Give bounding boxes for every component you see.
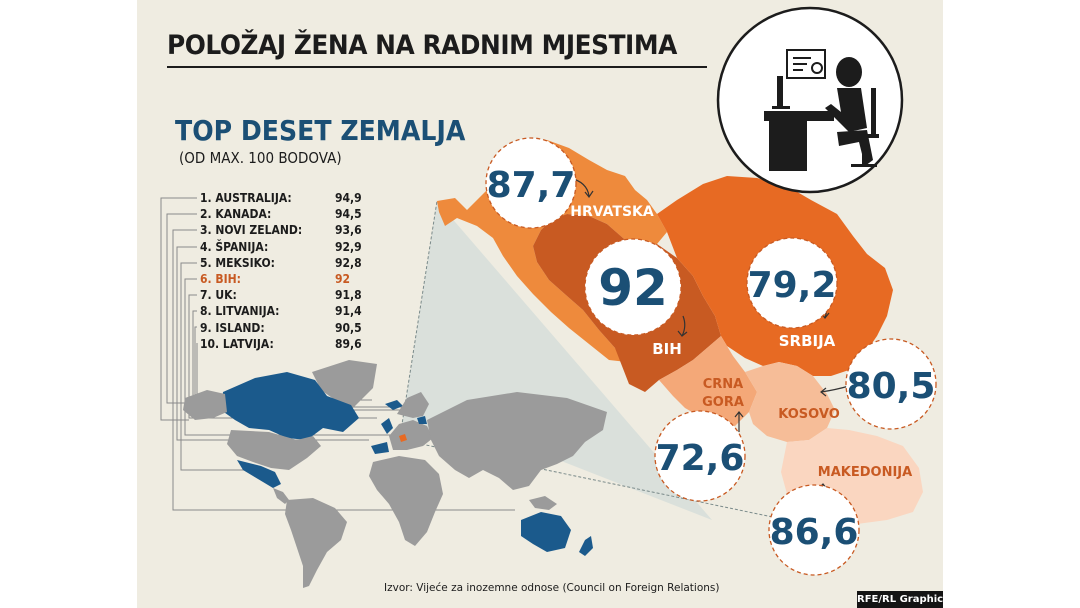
score-bubble-bih: 92 [584,238,682,336]
ranking-country: 7. UK: [200,288,237,303]
label-hrvatska: HRVATSKA [570,204,654,220]
ranking-title: TOP DESET ZEMALJA [175,114,466,147]
ranking-row-highlighted: 6. BIH: 92 [200,272,370,288]
map-indonesia [529,496,557,510]
ranking-note: (OD MAX. 100 BODOVA) [179,149,342,167]
score-crna-gora: 72,6 [656,438,745,479]
score-srbija: 79,2 [748,265,837,306]
map-bih-marker [399,434,407,442]
ranking-country: 4. ŠPANIJA: [200,239,269,254]
ranking-row: 3. NOVI ZELAND: 93,6 [200,223,370,239]
map-canada [221,372,359,440]
map-baltics [417,416,427,424]
map-australia [521,512,571,552]
score-bubble-makedonija: 86,6 [768,484,860,576]
ranking-row: 4. ŠPANIJA: 92,9 [200,240,370,256]
map-south-america [285,498,347,588]
arrowhead-hrvatska [584,190,594,199]
map-central-america [273,488,289,504]
label-crna-gora-1: CRNA [703,377,744,392]
ranking-row: 5. MEKSIKO: 92,8 [200,256,370,272]
ranking-score: 92 [335,271,351,286]
map-alaska [183,390,227,420]
ranking-score: 92,8 [335,255,362,270]
map-asia [427,392,607,490]
ranking-list: 1. AUSTRALIJA: 94,9 2. KANADA: 94,5 3. NOV… [200,191,370,353]
map-europe [389,420,433,450]
label-makedonija: MAKEDONIJA [818,465,912,480]
label-srbija: SRBIJA [779,332,836,350]
ranking-country: 9. ISLAND: [200,320,265,335]
ranking-country: 6. BIH: [200,271,241,286]
map-spain [371,442,389,454]
map-scandinavia [397,392,429,418]
score-bubble-hrvatska: 87,7 [485,137,577,229]
map-uk [381,418,393,434]
map-iceland [385,400,403,410]
region-crna-gora [659,336,757,426]
ranking-country: 5. MEKSIKO: [200,255,275,270]
ranking-score: 93,6 [335,223,362,238]
ranking-row: 2. KANADA: 94,5 [200,207,370,223]
ranking-row: 9. ISLAND: 90,5 [200,321,370,337]
maps-graphic: HRVATSKA BIH SRBIJA CRNA GORA KOSOVO MAK… [160,6,937,588]
woman-at-desk-icon [716,6,904,194]
ranking-country: 2. KANADA: [200,207,272,222]
graphics-credit: RFE/RL Graphics [857,591,949,608]
label-crna-gora-2: GORA [702,395,744,410]
label-bih: BIH [652,340,682,358]
zoom-wedge [400,201,712,520]
title-underline [167,66,707,68]
world-map [183,360,607,588]
ranking-score: 91,4 [335,304,362,319]
ranking-row: 10. LATVIJA: 89,6 [200,337,370,353]
map-new-zealand [579,536,593,556]
arrowhead-crna-gora [734,411,744,418]
score-bubble-crna-gora: 72,6 [654,410,746,502]
score-hrvatska: 87,7 [487,165,576,206]
score-makedonija: 86,6 [770,512,859,553]
source-note: Izvor: Vijeće za inozemne odnose (Counci… [384,582,720,594]
score-bubble-srbija: 79,2 [746,237,838,329]
map-greenland [312,360,377,410]
map-usa [227,430,321,470]
ranking-score: 94,5 [335,207,362,222]
map-mexico [237,460,281,488]
label-kosovo: KOSOVO [778,407,840,422]
ranking-row: 1. AUSTRALIJA: 94,9 [200,191,370,207]
ranking-score: 94,9 [335,191,362,205]
arrowhead-kosovo [820,387,827,397]
ranking-country: 10. LATVIJA: [200,336,274,351]
arrowhead-bih [677,330,688,337]
region-kosovo [745,362,835,442]
arrow-bih [681,315,686,337]
ranking-country: 1. AUSTRALIJA: [200,191,292,205]
ranking-score: 92,9 [335,239,362,254]
infographic-panel: POLOŽAJ ŽENA NA RADNIM MJESTIMA TOP DESE… [137,0,943,608]
ranking-row: 7. UK: 91,8 [200,288,370,304]
certificate-icon [786,49,826,79]
ranking-country: 8. LITVANIJA: [200,304,280,319]
score-bubble-kosovo: 80,5 [845,338,937,430]
ranking-score: 89,6 [335,336,362,351]
ranking-score: 91,8 [335,288,362,303]
score-bih: 92 [598,259,668,317]
map-africa [369,456,443,546]
ranking-row: 8. LITVANIJA: 91,4 [200,304,370,320]
ranking-score: 90,5 [335,320,362,335]
score-kosovo: 80,5 [847,366,936,407]
ranking-country: 3. NOVI ZELAND: [200,223,303,238]
page-title: POLOŽAJ ŽENA NA RADNIM MJESTIMA [167,30,677,61]
